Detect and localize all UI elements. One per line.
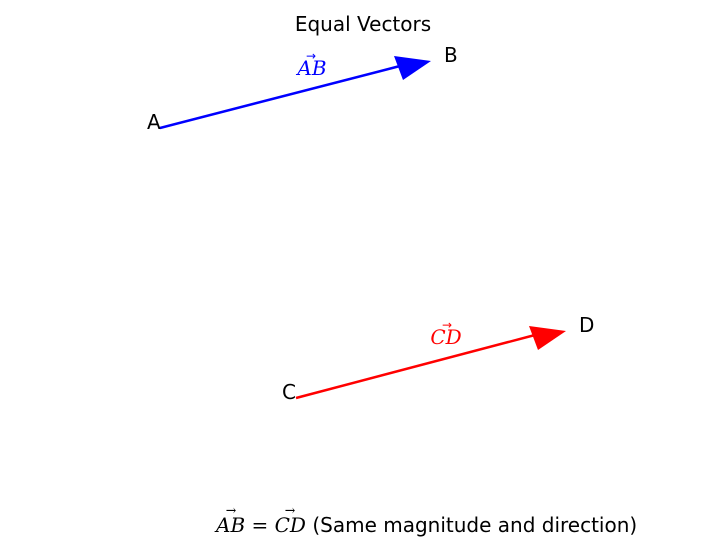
- vector-cd-label: CD: [430, 325, 461, 349]
- figure-title: Equal Vectors: [294, 12, 432, 36]
- point-label-c: C: [282, 380, 296, 404]
- caption-vector-ab: AB: [216, 513, 245, 537]
- equality-caption: AB = CD (Same magnitude and direction): [216, 513, 637, 537]
- vector-cd-accent: →: [442, 318, 452, 332]
- vector-ab-label: AB: [295, 56, 326, 80]
- vector-ab-label-group: → AB: [295, 49, 326, 80]
- vector-ab-arrowhead: [394, 56, 431, 80]
- vector-cd-shaft: [295, 333, 536, 400]
- vector-ab: [159, 56, 431, 130]
- caption-vector-cd: CD: [275, 513, 306, 537]
- vector-cd-arrowhead: [529, 326, 566, 350]
- vector-cd: [295, 326, 566, 400]
- point-label-b: B: [444, 43, 458, 67]
- vector-ab-shaft: [159, 64, 401, 130]
- point-label-a: A: [147, 110, 161, 134]
- vector-ab-accent: →: [306, 49, 316, 63]
- vector-cd-label-group: → CD: [430, 318, 461, 349]
- caption-equals: =: [251, 513, 269, 537]
- caption-text: (Same magnitude and direction): [312, 513, 638, 537]
- point-label-d: D: [579, 313, 594, 337]
